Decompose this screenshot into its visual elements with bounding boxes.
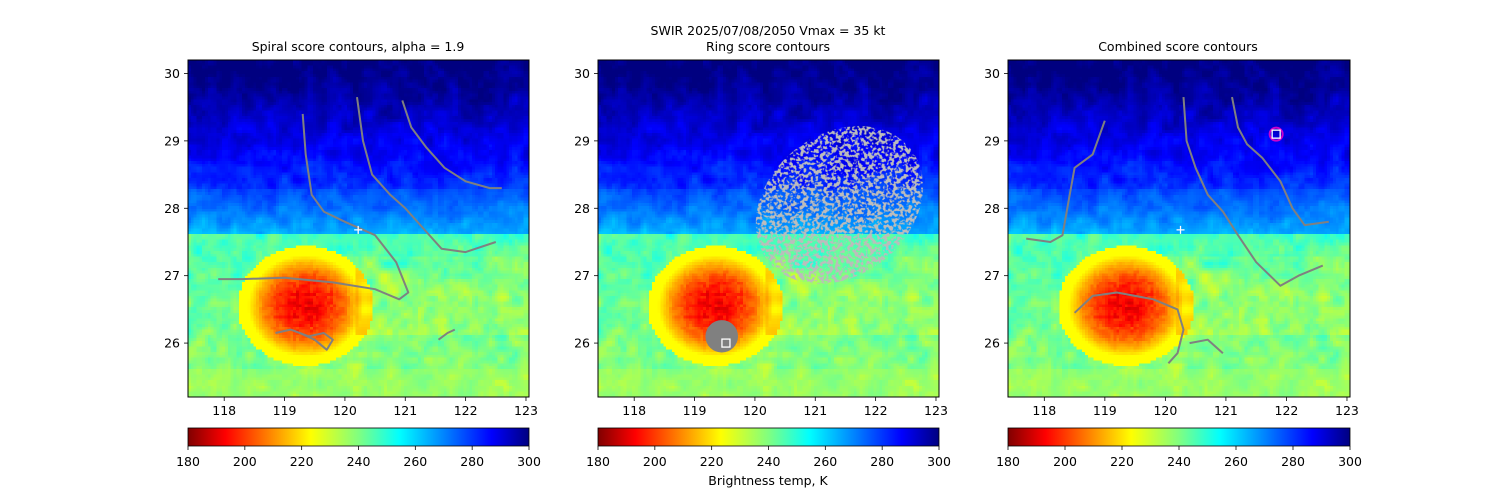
x-tick-label: 121	[393, 403, 417, 418]
target-ring	[1268, 126, 1284, 142]
center-plus-marker	[354, 225, 363, 234]
colorbar-tick-label: 240	[1167, 454, 1191, 469]
plot-area-ring	[598, 60, 939, 397]
plot-frame	[1007, 59, 1351, 398]
score-contour	[1231, 96, 1329, 227]
colorbar-tick-label: 300	[927, 454, 951, 469]
panel-spiral: Spiral score contours, alpha = 1.9 118 11…	[164, 39, 541, 469]
score-contour	[275, 328, 334, 351]
colorbar-tick-label: 260	[813, 454, 837, 469]
x-tick-label: 123	[514, 403, 538, 418]
x-tick-label: 120	[1153, 403, 1177, 418]
y-tick-label: 26	[984, 336, 1000, 351]
colorbar	[597, 427, 940, 447]
plot-frame	[187, 59, 530, 398]
colorbar-tick-label: 220	[700, 454, 724, 469]
y-tick-label: 30	[984, 66, 1000, 81]
x-tick-label: 118	[212, 403, 236, 418]
y-tick-label: 29	[984, 133, 1000, 148]
colorbar-ticks: 180 200 220 240 260 280 300	[176, 446, 541, 469]
colorbar-tick-label: 280	[460, 454, 484, 469]
score-contour	[1182, 97, 1324, 287]
brightness-temp-image	[1008, 60, 1350, 397]
colorbar	[1007, 427, 1351, 447]
colorbar-tick-label: 300	[1338, 454, 1362, 469]
colorbar-tick-label: 260	[1224, 454, 1248, 469]
colorbar-tick-label: 200	[1053, 454, 1077, 469]
center-square-marker	[1271, 129, 1281, 139]
plot-area-combined	[1008, 60, 1350, 397]
center-plus-marker	[1176, 225, 1185, 234]
score-contour	[1189, 338, 1224, 354]
score-contour	[218, 113, 410, 301]
colorbar-tick-label: 240	[347, 454, 371, 469]
y-tick-label: 28	[984, 201, 1000, 216]
x-tick-label: 119	[1093, 403, 1117, 418]
colorbar-tick-label: 280	[870, 454, 894, 469]
plot-area-spiral	[188, 60, 529, 397]
panel-combined: Combined score contours 118 119 120 121 122 1…	[984, 39, 1362, 469]
y-tick-label: 26	[574, 336, 590, 351]
x-tick-label: 118	[1032, 403, 1056, 418]
x-tick-label: 120	[743, 403, 767, 418]
ring-contour-region	[755, 126, 924, 284]
colorbar	[187, 427, 530, 447]
figure-suptitle: SWIR 2025/07/08/2050 Vmax = 35 kt	[651, 23, 886, 38]
y-tick-label: 28	[574, 201, 590, 216]
y-tick-label: 27	[984, 268, 1000, 283]
y-tick-label: 30	[574, 66, 590, 81]
x-tick-label: 118	[622, 403, 646, 418]
colorbar-tick-label: 220	[1110, 454, 1134, 469]
colorbar-ticks: 180 200 220 240 260 280 300	[586, 446, 951, 469]
x-tick-label: 119	[273, 403, 297, 418]
x-tick-label: 121	[803, 403, 827, 418]
x-tick-label: 123	[1335, 403, 1359, 418]
panel-ring: Ring score contours 118 119 120 121 122 123 26…	[574, 39, 951, 488]
x-tick-label: 122	[454, 403, 478, 418]
colorbar-tick-label: 220	[290, 454, 314, 469]
colorbar-tick-label: 260	[403, 454, 427, 469]
x-tick-label: 123	[924, 403, 948, 418]
score-contour	[401, 100, 502, 190]
x-tick-label: 119	[683, 403, 707, 418]
panel-title: Ring score contours	[706, 39, 830, 54]
colorbar-tick-label: 300	[517, 454, 541, 469]
score-contour	[1026, 120, 1106, 243]
x-tick-label: 121	[1214, 403, 1238, 418]
colorbar-tick-label: 180	[586, 454, 610, 469]
colorbar-tick-label: 180	[176, 454, 200, 469]
plot-frame	[597, 59, 940, 398]
colorbar-tick-label: 280	[1281, 454, 1305, 469]
colorbar-tick-label: 180	[996, 454, 1020, 469]
x-tick-label: 120	[333, 403, 357, 418]
panel-title: Combined score contours	[1098, 39, 1258, 54]
axes-spiral: 118 119 120 121 122 123 26 27 28 29 30	[164, 66, 538, 418]
colorbar-ticks: 180 200 220 240 260 280 300	[996, 446, 1362, 469]
score-contour	[437, 328, 456, 341]
y-tick-label: 29	[164, 133, 180, 148]
y-tick-label: 28	[164, 201, 180, 216]
score-contour	[356, 96, 497, 254]
y-tick-label: 27	[574, 268, 590, 283]
x-tick-label: 122	[864, 403, 888, 418]
colorbar-tick-label: 200	[233, 454, 257, 469]
score-contour	[1073, 291, 1185, 364]
y-tick-label: 26	[164, 336, 180, 351]
colorbar-label: Brightness temp, K	[708, 473, 828, 488]
y-tick-label: 29	[574, 133, 590, 148]
panel-title: Spiral score contours, alpha = 1.9	[252, 39, 465, 54]
colorbar-tick-label: 200	[643, 454, 667, 469]
x-tick-label: 122	[1275, 403, 1299, 418]
center-square-marker	[721, 338, 731, 348]
y-tick-label: 27	[164, 268, 180, 283]
axes-combined: 118 119 120 121 122 123 26 27 28 29 30	[984, 66, 1359, 418]
colorbar-tick-label: 240	[757, 454, 781, 469]
axes-ring: 118 119 120 121 122 123 26 27 28 29 30	[574, 66, 948, 418]
y-tick-label: 30	[164, 66, 180, 81]
